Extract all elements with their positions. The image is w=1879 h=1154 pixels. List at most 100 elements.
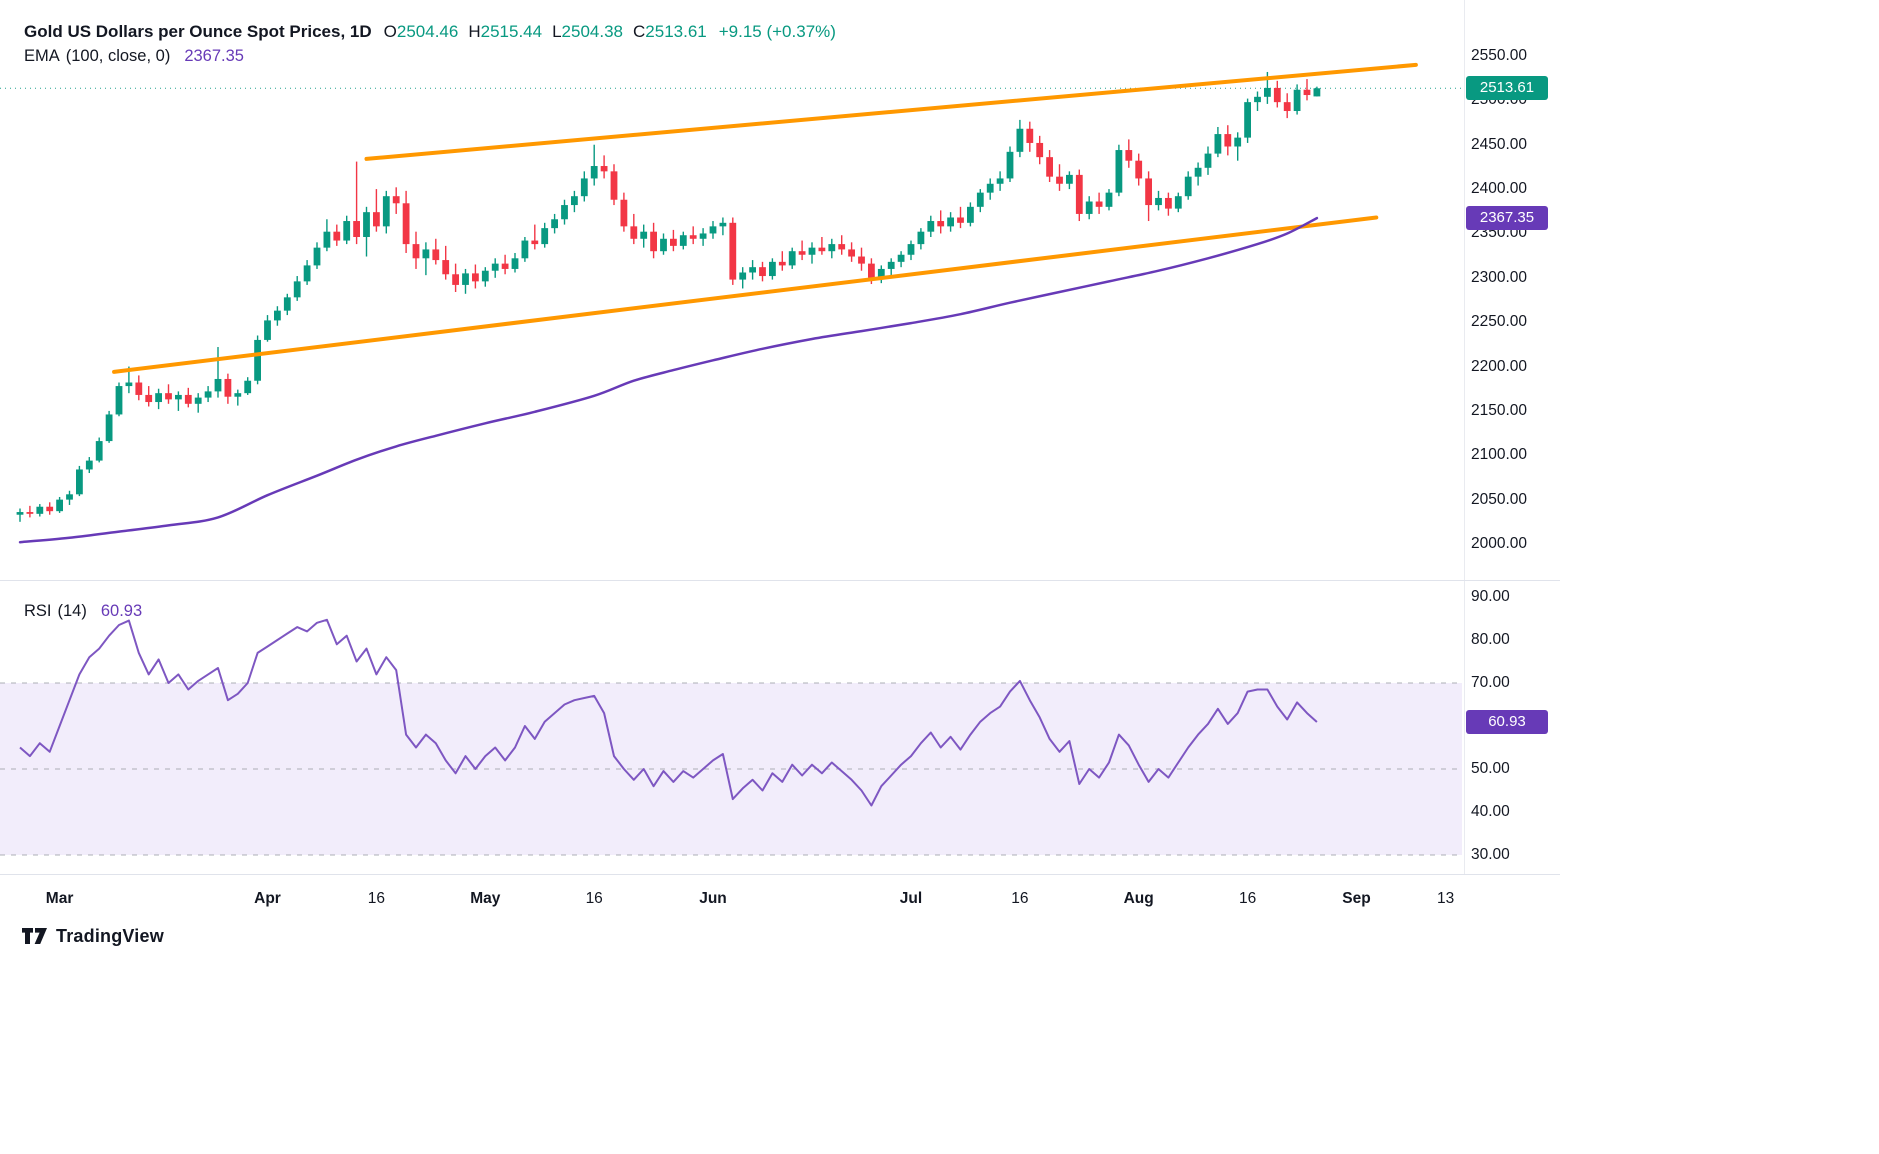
price-axis-label: 2300.00	[1471, 268, 1528, 286]
candle-body	[699, 233, 707, 239]
rsi-axis-label: 40.00	[1471, 803, 1510, 820]
candle-body	[1174, 196, 1182, 209]
candle-body	[877, 268, 885, 278]
candle-body	[36, 506, 44, 514]
rsi-params: (14)	[57, 602, 87, 620]
price-axis-label: 2200.00	[1471, 357, 1528, 375]
candle-body	[373, 212, 380, 227]
candle-body	[996, 178, 1004, 184]
candle-body	[1075, 174, 1083, 214]
candle-body	[858, 256, 865, 264]
candle-body	[66, 494, 73, 500]
candle-body	[234, 393, 242, 397]
trendline[interactable]	[364, 62, 1418, 161]
candle-body	[392, 196, 400, 204]
trendline[interactable]	[112, 215, 1379, 374]
rsi-legend[interactable]: RSI (14) 60.93	[24, 602, 142, 621]
candle-body	[323, 231, 331, 248]
time-axis-label: 16	[367, 890, 386, 907]
rsi-line[interactable]	[19, 618, 1318, 807]
time-axis-label: Apr	[254, 890, 281, 907]
candle-body	[363, 212, 370, 238]
price-axis-label: 2550.00	[1471, 47, 1528, 64]
rsi-name: RSI	[24, 602, 52, 620]
main-legend[interactable]: Gold US Dollars per Ounce Spot Prices, 1…	[24, 22, 836, 42]
tradingview-label: TradingView	[56, 926, 164, 946]
candle-body	[640, 231, 648, 239]
candle-body	[1214, 134, 1222, 154]
candle-body	[719, 222, 727, 227]
candle-body	[472, 273, 479, 282]
symbol-title[interactable]: Gold US Dollars per Ounce Spot Prices, 1…	[24, 22, 372, 41]
candle-body	[214, 378, 222, 392]
candle-body	[1145, 178, 1152, 206]
candle-body	[1234, 137, 1242, 147]
candle-body	[561, 205, 568, 220]
price-axis-label: 2250.00	[1471, 313, 1528, 331]
tradingview-watermark[interactable]: TradingView	[22, 926, 164, 947]
candle-body	[759, 267, 766, 277]
candle-body	[491, 263, 499, 271]
candle-body	[1224, 134, 1232, 147]
candle-body	[600, 166, 608, 172]
candle-body	[184, 394, 192, 404]
candle-body	[1194, 167, 1202, 177]
candle-body	[175, 394, 182, 400]
candle-body	[1303, 89, 1311, 96]
time-axis-label: 16	[1011, 890, 1029, 907]
ema-line[interactable]	[18, 216, 1319, 544]
ohlc-values: O2504.46 H2515.44 L2504.38 C2513.61	[384, 22, 707, 42]
price-axis-label: 2100.00	[1471, 446, 1528, 464]
candle-body	[26, 512, 34, 514]
candle-body	[818, 247, 826, 252]
candle-body	[16, 512, 24, 515]
rsi-value: 60.93	[100, 602, 143, 620]
rsi-axis-label: 80.00	[1471, 631, 1510, 648]
candle-body	[660, 238, 667, 252]
candle-body	[848, 249, 855, 257]
candle-body	[1273, 87, 1281, 103]
ema-value-badge: 2367.35	[1466, 206, 1548, 231]
rsi-axis-label: 30.00	[1471, 846, 1510, 863]
candle-body	[1125, 150, 1133, 161]
candle-body	[1056, 176, 1063, 184]
candle-body	[808, 247, 816, 255]
ohlc-item: L2504.38	[552, 22, 623, 41]
candle-body	[571, 196, 578, 206]
candle-body	[1105, 192, 1113, 207]
time-axis-label: Aug	[1123, 890, 1154, 907]
ema-legend[interactable]: EMA (100, close, 0) 2367.35	[24, 47, 244, 66]
price-axis-label: 2400.00	[1471, 180, 1528, 198]
candle-body	[521, 240, 529, 259]
time-axis-label: Jul	[899, 890, 923, 907]
candle-body	[1184, 176, 1192, 197]
candle-body	[590, 166, 598, 179]
rsi-axis-label: 70.00	[1471, 674, 1510, 691]
candle-body	[620, 199, 628, 227]
candle-body	[541, 228, 549, 245]
candle-body	[551, 219, 558, 229]
candle-body	[1165, 197, 1172, 209]
candle-body	[422, 249, 430, 259]
candle-body	[531, 240, 539, 245]
candle-body	[1026, 128, 1034, 143]
candle-body	[432, 249, 440, 261]
candle-body	[630, 226, 638, 239]
candle-body	[402, 203, 410, 245]
candle-body	[1293, 89, 1301, 112]
candle-body	[244, 380, 252, 394]
candle-body	[264, 320, 271, 340]
candle-body	[1254, 96, 1261, 103]
time-axis-label: Sep	[1342, 890, 1371, 907]
candle-body	[937, 221, 945, 227]
candle-body	[511, 258, 519, 269]
last-price-badge: 2513.61	[1466, 76, 1548, 101]
candle-body	[917, 231, 925, 245]
candle-body	[897, 254, 905, 262]
candle-body	[1283, 102, 1291, 112]
time-axis-label: 16	[1238, 890, 1257, 907]
candle-body	[1006, 151, 1014, 179]
candle-body	[679, 235, 687, 246]
candle-body	[56, 499, 63, 512]
